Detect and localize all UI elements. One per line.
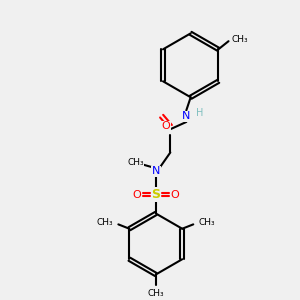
Text: CH₃: CH₃ — [231, 35, 248, 44]
Text: O: O — [162, 121, 170, 131]
Text: O: O — [133, 190, 141, 200]
Text: S: S — [151, 188, 160, 201]
Text: N: N — [152, 167, 160, 176]
Text: N: N — [182, 111, 190, 121]
Text: O: O — [170, 190, 179, 200]
Text: CH₃: CH₃ — [148, 289, 164, 298]
Text: CH₃: CH₃ — [198, 218, 215, 227]
Text: CH₃: CH₃ — [97, 218, 113, 227]
Text: CH₃: CH₃ — [127, 158, 144, 167]
Text: H: H — [196, 108, 203, 118]
